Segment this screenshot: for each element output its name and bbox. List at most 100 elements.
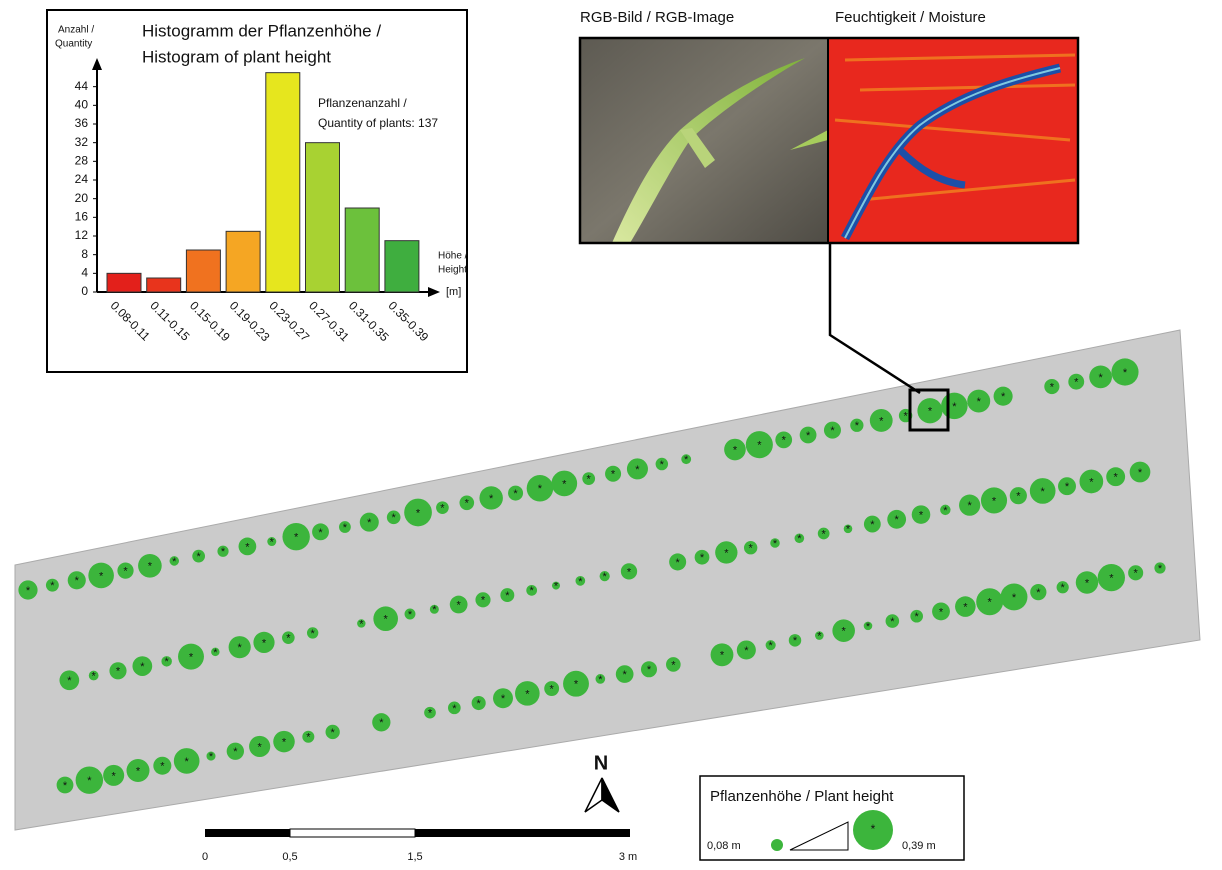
scale-label: 3 m (619, 851, 637, 863)
plant-star: * (481, 595, 486, 607)
plant-star: * (1123, 367, 1128, 379)
plant-star: * (99, 570, 104, 582)
chart-title: Histogramm der Pflanzenhöhe / (142, 21, 381, 40)
plant-star: * (505, 590, 510, 602)
plant-star: * (331, 727, 336, 739)
plant-star: * (112, 770, 117, 782)
plant-star: * (554, 581, 559, 593)
scale-label: 1,5 (407, 851, 422, 863)
plant-star: * (749, 543, 754, 555)
bar (345, 208, 379, 292)
y-tick-label: 8 (81, 247, 88, 261)
plant-star: * (817, 630, 822, 642)
plant-star: * (165, 656, 170, 668)
plant-star: * (318, 527, 323, 539)
plant-star: * (87, 775, 92, 787)
plant-star: * (1061, 582, 1066, 594)
plant-star: * (1138, 467, 1143, 479)
plant-star: * (513, 488, 518, 500)
connector (830, 243, 920, 393)
y-tick-label: 12 (75, 228, 89, 242)
plant-star: * (943, 505, 948, 517)
plant-star: * (1001, 391, 1006, 403)
image-label: Feuchtigkeit / Moisture (835, 9, 986, 26)
annotation: Pflanzenanzahl / (318, 96, 407, 110)
plant-star: * (842, 626, 847, 638)
plant-star: * (611, 469, 616, 481)
y-tick-label: 0 (81, 284, 88, 298)
plant-star: * (233, 746, 238, 758)
plant-star: * (793, 635, 798, 647)
plant-star: * (1016, 491, 1021, 503)
plant-star: * (1074, 377, 1079, 389)
x-axis-label: Height (438, 265, 467, 276)
plant-star: * (197, 551, 202, 563)
plant-star: * (221, 546, 226, 558)
plant-star: * (773, 538, 778, 550)
scale-segment (205, 829, 290, 837)
plant-star: * (720, 650, 725, 662)
plant-star: * (879, 415, 884, 427)
plant-star: * (903, 411, 908, 423)
plant-star: * (538, 483, 543, 495)
north-arrow: N (585, 752, 619, 812)
y-tick-label: 24 (75, 172, 89, 186)
y-axis-label: Quantity (55, 39, 92, 50)
bar (147, 278, 181, 292)
plant-star: * (866, 621, 871, 633)
scale-label: 0,5 (282, 851, 297, 863)
plant-star: * (757, 440, 762, 452)
plant-star: * (1036, 587, 1041, 599)
plant-star: * (1041, 486, 1046, 498)
plant-star: * (928, 406, 933, 418)
plant-star: * (1134, 568, 1139, 580)
plant-star: * (724, 547, 729, 559)
plant-star: * (988, 597, 993, 609)
plant-star: * (846, 524, 851, 536)
y-axis-label: Anzahl / (58, 25, 94, 36)
rgb-image (580, 38, 828, 243)
legend-small-plant (771, 839, 783, 851)
chart-title: Histogram of plant height (142, 47, 331, 66)
plant-star: * (172, 556, 177, 568)
plant-star: * (992, 495, 997, 507)
plant-star: * (1050, 381, 1055, 393)
plant-star: * (627, 566, 632, 578)
plant-star: * (282, 737, 287, 749)
plant-star: * (660, 459, 665, 471)
plant-star: * (75, 575, 80, 587)
scale-segment (415, 829, 630, 837)
plant-star: * (895, 514, 900, 526)
plant-star: * (306, 732, 311, 744)
plant-star: * (294, 532, 299, 544)
plant-star: * (855, 420, 860, 432)
y-tick-label: 40 (75, 98, 89, 112)
plant-star: * (550, 683, 555, 695)
north-arrow-right (602, 778, 619, 812)
plant-star: * (1065, 481, 1070, 493)
plant-star: * (578, 576, 583, 588)
plant-star: * (1114, 472, 1119, 484)
bar (385, 241, 419, 292)
north-label: N (594, 752, 608, 774)
legend-min: 0,08 m (707, 840, 741, 852)
histogram: Anzahl / Quantity Histogramm der Pflanze… (47, 10, 468, 372)
legend-max: 0,39 m (902, 840, 936, 852)
plant-star: * (1109, 573, 1114, 585)
legend: Pflanzenhöhe / Plant height 0,08 m * 0,3… (700, 776, 964, 860)
plant-star: * (919, 510, 924, 522)
scale-segment (290, 829, 415, 837)
figure: * * * * * * * * * * * * * * * * * * * * * * * * * * * * * * * * * * * * * * * *… (0, 0, 1222, 870)
y-tick-label: 44 (75, 79, 89, 93)
plant-star: * (258, 741, 263, 753)
plant-star: * (968, 500, 973, 512)
plant-star: * (782, 435, 787, 447)
plant-star: * (963, 601, 968, 613)
plant-star: * (262, 637, 267, 649)
y-tick-label: 4 (81, 266, 88, 280)
plant-star: * (189, 652, 194, 664)
plant-star: * (185, 756, 190, 768)
plant-star: * (1158, 563, 1163, 575)
plant-star: * (160, 761, 165, 773)
plant-star: * (1012, 592, 1017, 604)
